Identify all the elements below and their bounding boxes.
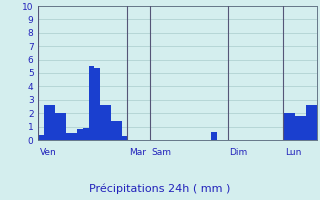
Text: Sam: Sam	[151, 148, 172, 157]
Bar	[306, 105, 311, 140]
Bar	[211, 132, 217, 140]
Text: Ven: Ven	[40, 148, 57, 157]
Bar	[77, 129, 83, 140]
Text: Lun: Lun	[285, 148, 301, 157]
Bar	[72, 133, 77, 140]
Bar	[38, 135, 44, 140]
Bar	[50, 105, 55, 140]
Bar	[311, 105, 317, 140]
Bar	[100, 105, 105, 140]
Bar	[44, 105, 50, 140]
Bar	[300, 116, 306, 140]
Text: Précipitations 24h ( mm ): Précipitations 24h ( mm )	[89, 184, 231, 194]
Text: Dim: Dim	[229, 148, 248, 157]
Bar	[111, 121, 116, 140]
Bar	[105, 105, 111, 140]
Bar	[294, 116, 300, 140]
Bar	[122, 136, 127, 140]
Bar	[284, 113, 289, 140]
Bar	[89, 66, 94, 140]
Bar	[289, 113, 294, 140]
Bar	[61, 113, 66, 140]
Bar	[116, 121, 122, 140]
Bar	[66, 133, 72, 140]
Bar	[83, 128, 89, 140]
Bar	[94, 68, 100, 140]
Text: Mar: Mar	[129, 148, 146, 157]
Bar	[55, 113, 61, 140]
